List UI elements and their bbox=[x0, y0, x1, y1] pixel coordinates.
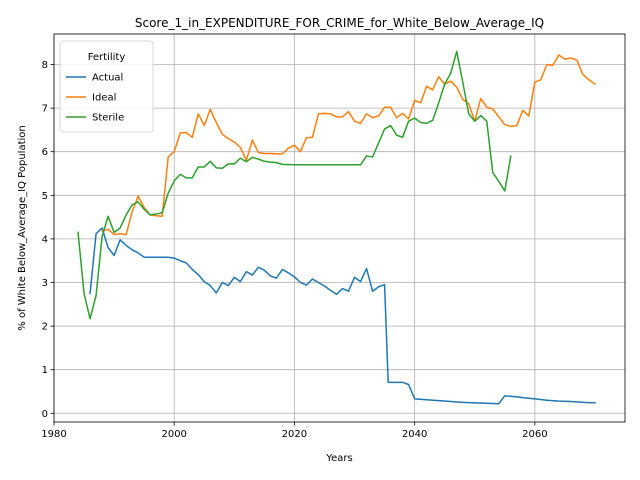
legend-label-sterile: Sterile bbox=[92, 113, 124, 124]
plot-frame bbox=[53, 33, 626, 423]
y-tick-label-1: 1 bbox=[42, 365, 48, 376]
legend-entries: Actual Ideal Sterile bbox=[66, 73, 124, 124]
legend-box bbox=[59, 40, 154, 133]
legend-label-ideal: Ideal bbox=[92, 93, 116, 104]
y-tick-label-7: 7 bbox=[42, 104, 48, 115]
series-lines bbox=[77, 50, 596, 405]
x-axis-ticks: 1980 2000 2020 2040 2060 bbox=[41, 422, 548, 440]
legend-title: Fertility bbox=[88, 52, 126, 63]
y-axis-label: % of White Below_Average_IQ Population bbox=[17, 125, 28, 330]
chart-title: Score_1_in_EXPENDITURE_FOR_CRIME_for_Whi… bbox=[135, 16, 544, 30]
y-tick-label-0: 0 bbox=[42, 409, 48, 420]
x-axis-label: Years bbox=[325, 453, 352, 464]
y-axis-ticks: 0 1 2 3 4 5 6 7 8 bbox=[42, 60, 54, 420]
legend: Fertility Actual Ideal Sterile bbox=[59, 40, 154, 133]
x-tick-label-2000: 2000 bbox=[161, 429, 186, 440]
legend-label-actual: Actual bbox=[92, 73, 123, 84]
y-tick-label-5: 5 bbox=[42, 191, 48, 202]
series-line-ideal bbox=[101, 54, 596, 236]
series-line-actual bbox=[89, 227, 596, 405]
y-tick-label-8: 8 bbox=[42, 60, 48, 71]
y-tick-label-4: 4 bbox=[42, 234, 48, 245]
series-line-sterile bbox=[77, 50, 512, 320]
x-tick-label-2060: 2060 bbox=[522, 429, 547, 440]
y-tick-label-3: 3 bbox=[42, 278, 48, 289]
x-tick-label-2040: 2040 bbox=[402, 429, 427, 440]
x-tick-label-1980: 1980 bbox=[41, 429, 66, 440]
y-tick-label-2: 2 bbox=[42, 322, 48, 333]
y-tick-label-6: 6 bbox=[42, 147, 48, 158]
x-tick-label-2020: 2020 bbox=[282, 429, 307, 440]
